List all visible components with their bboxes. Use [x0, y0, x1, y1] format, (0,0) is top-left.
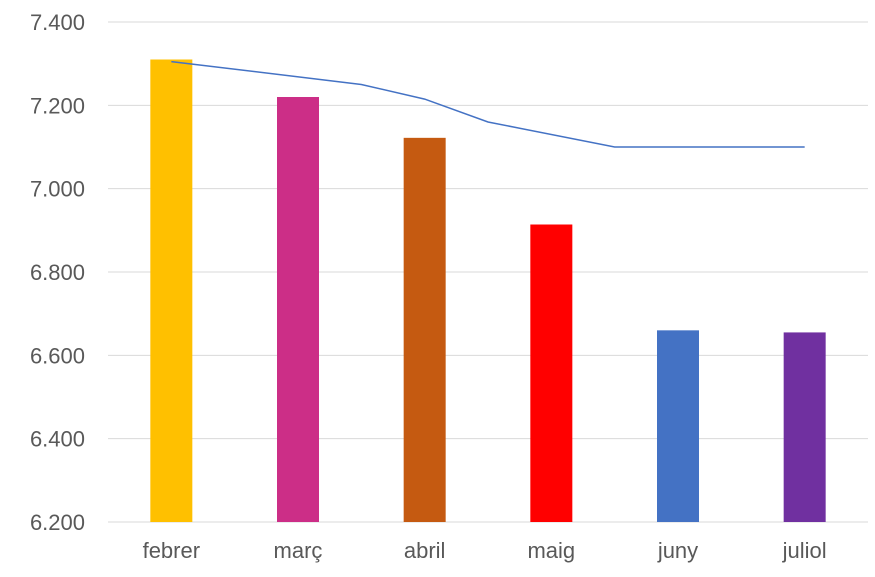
x-tick-label: febrer [143, 538, 200, 563]
gridlines [108, 21, 868, 523]
x-axis-ticks: febrer març abril maig juny juliol [143, 538, 827, 563]
bars [150, 59, 826, 523]
y-tick-label: 7.400 [30, 10, 85, 35]
bar-abril [403, 137, 446, 523]
x-tick-label: març [274, 538, 323, 563]
x-tick-label: abril [404, 538, 446, 563]
y-axis-ticks: 6.200 6.400 6.600 6.800 7.000 7.200 7.400 [30, 10, 85, 535]
y-tick-label: 6.600 [30, 343, 85, 368]
bar-juliol [783, 332, 826, 522]
y-tick-label: 6.400 [30, 427, 85, 452]
y-tick-label: 7.200 [30, 93, 85, 118]
x-tick-label: juny [657, 538, 698, 563]
y-tick-label: 6.200 [30, 510, 85, 535]
bar-febrer [150, 59, 193, 522]
y-tick-label: 6.800 [30, 260, 85, 285]
bar-març [277, 97, 319, 522]
x-tick-label: maig [527, 538, 575, 563]
bar-juny [657, 330, 699, 522]
bar-maig [530, 224, 573, 522]
trend-line [171, 60, 805, 148]
trend-line-path [171, 60, 805, 148]
x-tick-label: juliol [782, 538, 827, 563]
y-tick-label: 7.000 [30, 177, 85, 202]
